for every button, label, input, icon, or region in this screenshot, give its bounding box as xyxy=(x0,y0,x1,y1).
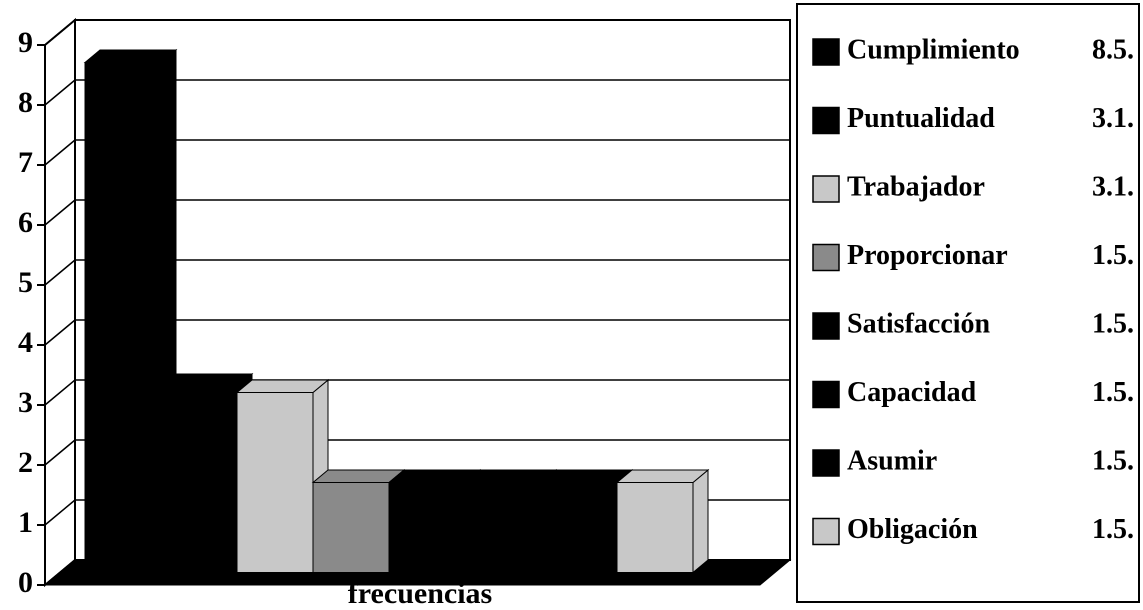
legend-value: 1.5. xyxy=(1092,240,1134,271)
legend-swatch xyxy=(812,243,840,272)
bar-top xyxy=(83,49,178,63)
legend-swatch xyxy=(812,312,840,340)
bar-top xyxy=(235,379,330,393)
y-tick-label: 8 xyxy=(18,86,33,119)
legend-value: 1.5. xyxy=(1092,377,1134,408)
legend-label: Puntualidad xyxy=(847,103,995,134)
legend-swatch xyxy=(812,380,840,409)
bar-top xyxy=(539,469,634,483)
legend-swatch xyxy=(812,449,840,477)
grid-line xyxy=(44,139,76,166)
bar-side xyxy=(692,468,709,574)
legend-value: 1.5. xyxy=(1092,445,1134,476)
legend-swatch xyxy=(812,175,840,203)
y-tick-label: 6 xyxy=(18,206,33,239)
grid-line xyxy=(44,199,76,226)
legend-label: Proporcionar xyxy=(847,240,1008,271)
y-tick-label: 0 xyxy=(18,566,33,599)
legend-label: Cumplimiento xyxy=(847,34,1020,65)
y-tick-label: 5 xyxy=(18,266,33,299)
y-tick-label: 4 xyxy=(18,326,33,359)
y-tick-label: 9 xyxy=(18,26,33,59)
bar xyxy=(236,392,314,573)
bar xyxy=(464,482,542,573)
y-tick-label: 1 xyxy=(18,506,33,539)
grid-line xyxy=(44,79,76,106)
legend-swatch xyxy=(812,517,840,546)
grid-line xyxy=(44,19,76,46)
bar-top xyxy=(311,469,406,483)
legend-label: Trabajador xyxy=(847,171,985,202)
legend-box xyxy=(796,3,1140,603)
bar xyxy=(84,62,162,573)
legend-value: 3.1. xyxy=(1092,171,1134,202)
bar xyxy=(388,482,466,573)
legend-label: Obligación xyxy=(847,514,978,545)
legend-label: Asumir xyxy=(847,445,937,476)
legend-value: 1.5. xyxy=(1092,514,1134,545)
bar-top xyxy=(387,469,482,483)
legend-swatch xyxy=(812,106,840,135)
legend-label: Capacidad xyxy=(847,377,977,408)
bar xyxy=(540,482,618,573)
legend-value: 1.5. xyxy=(1092,308,1134,339)
bar xyxy=(312,482,390,573)
grid-line xyxy=(44,379,76,406)
grid-line xyxy=(44,259,76,286)
bar xyxy=(616,482,694,573)
bar xyxy=(160,386,238,573)
legend-value: 3.1. xyxy=(1092,103,1134,134)
legend-swatch xyxy=(812,38,840,66)
y-tick-label: 7 xyxy=(18,146,33,179)
side-wall xyxy=(44,17,76,588)
y-tick-label: 3 xyxy=(18,386,33,419)
legend-label: Satisfacción xyxy=(847,308,991,339)
bar-top xyxy=(463,469,558,483)
grid-line xyxy=(44,499,76,526)
y-tick-label: 2 xyxy=(18,446,33,479)
bar-top xyxy=(615,469,710,483)
grid-line xyxy=(44,319,76,346)
legend-value: 8.5. xyxy=(1092,34,1134,65)
grid-line xyxy=(44,559,76,586)
bar-top xyxy=(159,373,254,387)
grid-line xyxy=(44,439,76,466)
